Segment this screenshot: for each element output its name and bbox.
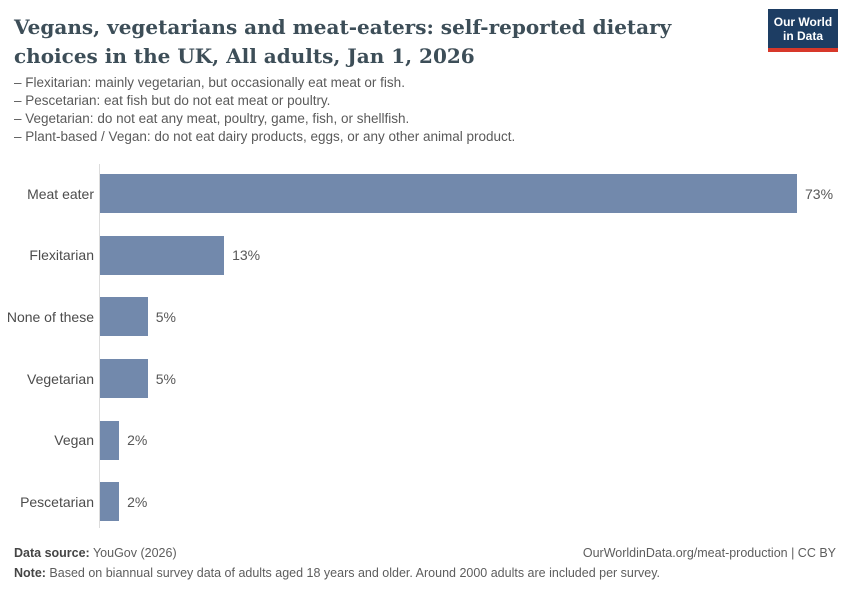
bar-vegan[interactable] <box>100 420 120 460</box>
bar-chart-rows: Meat eater 73% Flexitarian 13% None of these… <box>0 163 850 533</box>
subtitle-line-flexitarian: – Flexitarian: mainly vegetarian, but oc… <box>14 75 405 90</box>
bar-track: 5% <box>100 348 850 410</box>
bar-row: Flexitarian 13% <box>0 225 850 287</box>
value-label: 5% <box>155 370 176 387</box>
note-value: Based on biannual survey data of adults … <box>45 566 661 580</box>
bar-track: 73% <box>100 163 850 225</box>
value-label: 13% <box>232 247 261 264</box>
owid-logo[interactable]: Our World in Data <box>768 9 838 52</box>
data-source-label: Data source: <box>14 546 90 560</box>
value-label: 5% <box>155 308 176 325</box>
y-axis-line <box>99 164 100 528</box>
category-label: Vegetarian <box>27 370 94 387</box>
category-label: Meat eater <box>27 185 94 202</box>
bar-vegetarian[interactable] <box>100 359 148 399</box>
value-label: 73% <box>805 185 834 202</box>
bar-row: None of these 5% <box>0 286 850 348</box>
bar-chart: Meat eater 73% Flexitarian 13% None of these… <box>0 163 850 535</box>
bar-track: 5% <box>100 286 850 348</box>
subtitle-line-vegan: – Plant-based / Vegan: do not eat dairy … <box>14 129 516 144</box>
bar-row: Vegetarian 5% <box>0 348 850 410</box>
value-label: 2% <box>127 432 148 449</box>
category-label: Vegan <box>54 432 94 449</box>
value-label: 2% <box>127 493 148 510</box>
attribution-link[interactable]: OurWorldinData.org/meat-production | CC … <box>582 546 836 560</box>
subtitle-line-pescetarian: – Pescetarian: eat fish but do not eat m… <box>14 93 331 108</box>
chart-subtitle: – Flexitarian: mainly vegetarian, but oc… <box>14 74 774 146</box>
bar-flexitarian[interactable] <box>100 235 225 275</box>
data-source-value: YouGov (2026) <box>89 546 177 560</box>
bar-row: Vegan 2% <box>0 409 850 471</box>
owid-logo-line2: in Data <box>782 29 823 43</box>
note-text: Note: Based on biannual survey data of a… <box>14 566 836 580</box>
subtitle-line-vegetarian: – Vegetarian: do not eat any meat, poult… <box>14 111 410 126</box>
bar-meat-eater[interactable] <box>100 174 797 214</box>
bar-track: 2% <box>100 409 850 471</box>
bar-track: 2% <box>100 471 850 533</box>
category-label: None of these <box>6 308 94 325</box>
bar-none-of-these[interactable] <box>100 297 148 337</box>
category-label: Flexitarian <box>29 247 94 264</box>
bar-pescetarian[interactable] <box>100 482 120 522</box>
note-label: Note: <box>14 566 46 580</box>
data-source-text: Data source: YouGov (2026) <box>14 546 177 560</box>
bar-row: Pescetarian 2% <box>0 471 850 533</box>
bar-row: Meat eater 73% <box>0 163 850 225</box>
bar-track: 13% <box>100 225 850 287</box>
owid-logo-line1: Our World <box>773 15 833 29</box>
category-label: Pescetarian <box>20 493 94 510</box>
page-title: Vegans, vegetarians and meat-eaters: sel… <box>14 15 672 68</box>
chart-footer: Data source: YouGov (2026) OurWorldinDat… <box>14 546 836 580</box>
